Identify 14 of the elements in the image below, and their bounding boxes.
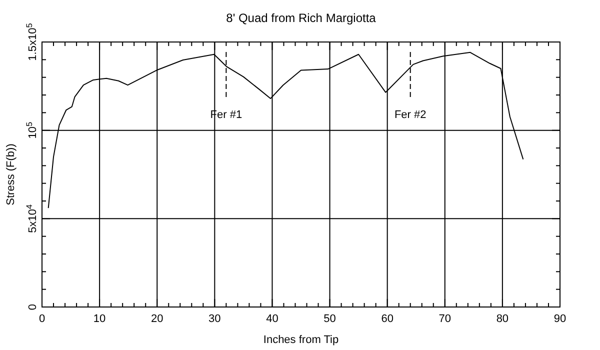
y-tick-label: 0 — [27, 304, 39, 310]
x-tick-label: 30 — [208, 313, 221, 325]
ref-line-label: Fer #2 — [394, 109, 426, 121]
x-tick-label: 50 — [324, 313, 336, 325]
x-tick-label: 10 — [93, 313, 106, 325]
x-tick-label: 40 — [266, 313, 278, 325]
x-tick-label: 70 — [438, 313, 452, 325]
x-tick-label: 20 — [150, 313, 164, 325]
x-tick-label: 60 — [381, 313, 394, 325]
y-axis-title: Stress (F(b)) — [5, 144, 17, 206]
chart-title: 8' Quad from Rich Margiotta — [226, 11, 376, 25]
x-axis-title: Inches from Tip — [263, 334, 339, 346]
x-tick-label: 90 — [554, 313, 566, 325]
x-tick-label: 80 — [496, 313, 509, 325]
